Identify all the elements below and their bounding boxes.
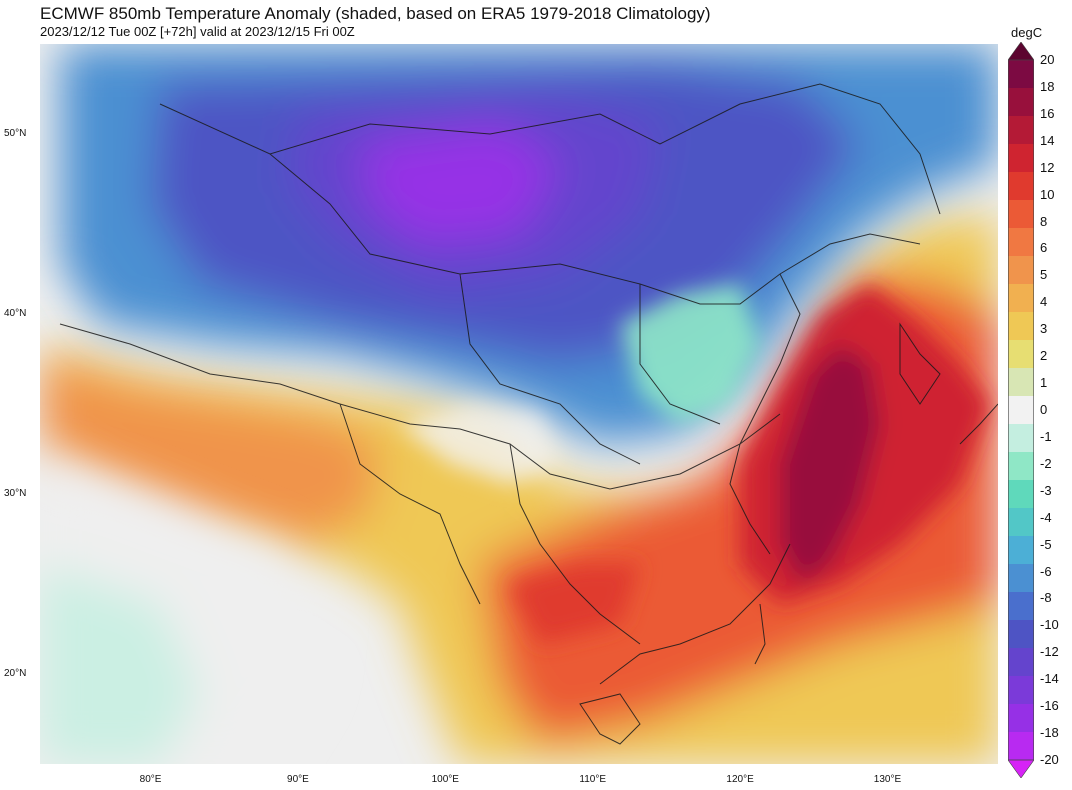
colorbar-tick-label: 4	[1040, 294, 1048, 310]
border-line	[59, 323, 781, 490]
colorbar-segment	[1008, 424, 1034, 453]
colorbar-top-extend	[1008, 42, 1034, 61]
colorbar-segment	[1008, 648, 1034, 677]
colorbar-tick-label: 6	[1040, 240, 1048, 256]
colorbar-tick-label: -10	[1040, 617, 1059, 633]
colorbar-tick-label: -2	[1040, 455, 1052, 471]
border-line	[639, 284, 721, 425]
colorbar-segment	[1008, 228, 1034, 257]
colorbar-tick-label: 1	[1040, 375, 1048, 391]
border-line	[159, 83, 941, 215]
colorbar-tick-label: -16	[1040, 698, 1059, 714]
colorbar-segment	[1008, 116, 1034, 145]
cold-anomaly-layer	[60, 44, 998, 444]
colorbar-segment	[1008, 620, 1034, 649]
longitude-label: 100°E	[431, 774, 459, 785]
longitude-label: 110°E	[579, 774, 606, 785]
colorbar-segment	[1008, 396, 1034, 425]
borders-layer	[59, 83, 998, 745]
colorbar-tick-label: 18	[1040, 78, 1055, 94]
colorbar-units: degC	[1011, 25, 1043, 40]
colorbar-tick-label: -14	[1040, 671, 1059, 687]
colorbar-tick-label: -12	[1040, 644, 1059, 660]
colorbar-segment	[1008, 200, 1034, 229]
neutral-band-layer	[400, 284, 760, 484]
colorbar-segment	[1008, 704, 1034, 733]
colorbar-segment	[1008, 368, 1034, 397]
colorbar-segment	[1008, 312, 1034, 341]
colorbar-tick-label: 12	[1040, 159, 1055, 175]
colorbar-tick-label: -18	[1040, 725, 1059, 741]
colorbar-segment	[1008, 88, 1034, 117]
colorbar-tick-label: -20	[1040, 752, 1059, 767]
colorbar-segment	[1008, 536, 1034, 565]
map-title: ECMWF 850mb Temperature Anomaly (shaded,…	[40, 4, 711, 23]
colorbar-tick-label: 3	[1040, 321, 1048, 337]
island-outline	[754, 603, 766, 665]
colorbar-tick-label: 14	[1040, 132, 1055, 148]
longitude-label: 90°E	[287, 774, 309, 785]
longitude-label: 80°E	[139, 774, 162, 785]
colorbar	[1008, 42, 1034, 778]
latitude-label: 50°N	[4, 128, 27, 139]
coastline	[599, 543, 791, 685]
map-subtitle: 2023/12/12 Tue 00Z [+72h] valid at 2023/…	[40, 24, 355, 39]
island-outline	[579, 693, 641, 745]
coastline	[729, 273, 801, 555]
colorbar-tick-label: 20	[1040, 52, 1055, 67]
southwest-neutral-layer	[40, 464, 320, 764]
longitude-label: 130°E	[873, 774, 902, 785]
colorbar-segment	[1008, 60, 1034, 89]
colorbar-segment	[1008, 172, 1034, 201]
colorbar-tick-label: 8	[1040, 213, 1048, 229]
colorbar-tick-label: 2	[1040, 348, 1048, 364]
warm-core-layer	[510, 284, 990, 644]
border-line	[459, 273, 641, 465]
coastline	[959, 403, 998, 445]
colorbar-tick-label: -4	[1040, 509, 1052, 525]
colorbar-segment	[1008, 452, 1034, 481]
colorbar-segment	[1008, 592, 1034, 621]
border-line	[339, 403, 481, 605]
colorbar-tick-label: 5	[1040, 267, 1048, 283]
colorbar-tick-label: 16	[1040, 105, 1055, 121]
longitude-label: 120°E	[726, 774, 754, 785]
colorbar-tick-label: -1	[1040, 428, 1052, 444]
latitude-label: 20°N	[4, 668, 27, 679]
border-line	[269, 153, 921, 305]
colorbar-segment	[1008, 256, 1034, 285]
colorbar-tick-label: -6	[1040, 563, 1052, 579]
colorbar-tick-label: -3	[1040, 482, 1052, 498]
latitude-label: 40°N	[4, 308, 27, 319]
colorbar-segment	[1008, 480, 1034, 509]
colorbar-segment	[1008, 284, 1034, 313]
border-line	[509, 443, 641, 645]
latitude-label: 30°N	[4, 488, 27, 499]
colorbar-segment	[1008, 508, 1034, 537]
colorbar-segment	[1008, 676, 1034, 705]
anomaly-map	[40, 44, 998, 764]
colorbar-bottom-extend	[1008, 759, 1034, 778]
anomaly-map-svg	[40, 44, 998, 764]
colorbar-tick-label: -8	[1040, 590, 1052, 606]
colorbar-tick-label: 0	[1040, 402, 1048, 417]
colorbar-segment	[1008, 564, 1034, 593]
peninsula-outline	[899, 322, 941, 405]
colorbar-segment	[1008, 340, 1034, 369]
colorbar-segment	[1008, 144, 1034, 173]
colorbar-frame	[1008, 59, 1034, 761]
colorbar-tick-label: 10	[1040, 186, 1055, 202]
colorbar-tick-label: -5	[1040, 536, 1052, 552]
colorbar-segment	[1008, 732, 1034, 761]
